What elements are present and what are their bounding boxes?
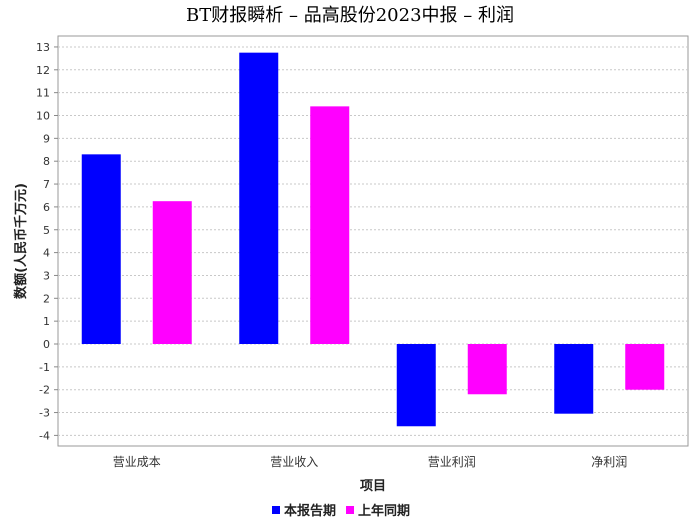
y-tick-label: 10 [36,110,50,123]
y-tick-label: -4 [39,429,50,442]
bar-current-1 [239,52,279,344]
y-tick-label: 12 [36,64,50,77]
x-category-label: 净利润 [591,455,627,469]
bar-current-3 [554,344,594,414]
legend-swatch [346,506,355,514]
y-tick-label: -1 [39,361,50,374]
y-tick-label: 6 [43,201,50,214]
bar-prior-2 [467,344,507,395]
bar-current-2 [396,344,436,427]
y-tick-label: 3 [43,269,50,282]
bar-prior-3 [625,344,665,390]
y-tick-label: 11 [36,87,50,100]
bars [81,52,665,427]
y-tick-label: 7 [43,178,50,191]
y-tick-label: 13 [36,41,50,54]
legend-swatch [272,506,280,514]
x-category-label: 营业收入 [270,455,318,469]
y-tick-label: 2 [43,292,50,305]
x-axis-label: 项目 [360,479,386,494]
legend: 本报告期 上年同期 [272,503,410,519]
x-category-label: 营业利润 [428,455,476,469]
y-tick-label: 0 [43,338,50,351]
bar-current-0 [81,154,121,344]
y-tick-label: -3 [39,407,50,420]
y-tick-label: -2 [39,384,50,397]
y-tick-label: 1 [43,315,50,328]
legend-label: 上年同期 [358,503,410,519]
y-axis-label: 数额(人民币千万元) [13,183,29,299]
y-tick-label: 4 [43,247,50,260]
bar-prior-0 [152,201,192,344]
x-axis-categories: 营业成本 营业收入 营业利润 净利润 [113,455,628,469]
chart-title: BT财报瞬析 – 品高股份2023中报 – 利润 [186,5,514,26]
legend-label: 本报告期 [284,503,336,519]
y-tick-label: 9 [43,132,50,145]
y-tick-label: 8 [43,155,50,168]
x-category-label: 营业成本 [113,455,161,469]
plot-area [57,35,689,447]
bar-prior-1 [310,106,350,344]
y-tick-label: 5 [43,224,50,237]
